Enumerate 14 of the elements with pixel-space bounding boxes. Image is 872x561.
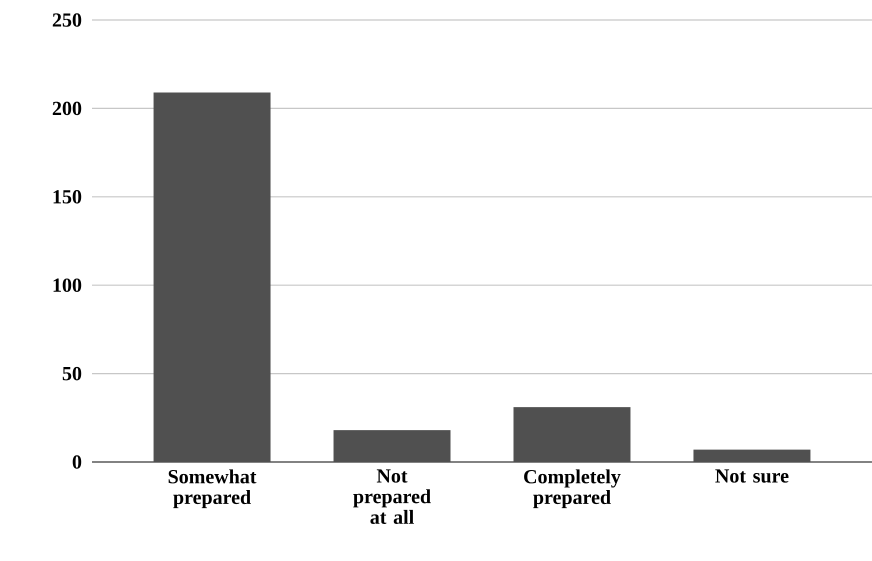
bar [334, 430, 451, 462]
x-tick-label: Completely prepared [524, 469, 621, 508]
x-tick-label: Somewhat prepared [168, 469, 256, 508]
x-tick-label: Not prepared at all [353, 469, 431, 524]
y-tick-label: 50 [62, 366, 82, 380]
y-tick-label: 0 [72, 455, 82, 469]
x-tick-label: Not sure [715, 469, 788, 483]
bar [693, 450, 810, 462]
y-tick-label: 100 [54, 278, 82, 292]
y-tick-label: 200 [52, 102, 82, 116]
bar [513, 407, 630, 462]
y-tick-label: 150 [54, 190, 82, 204]
bar [154, 92, 271, 462]
y-tick-label: 250 [52, 13, 82, 27]
